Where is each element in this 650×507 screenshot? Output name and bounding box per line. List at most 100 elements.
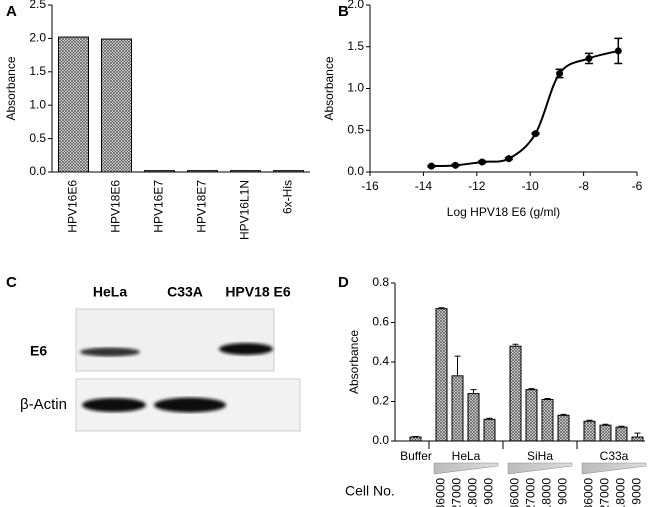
x-tick-label: 9000	[482, 478, 496, 505]
band	[82, 398, 146, 412]
y-tick-label: 0.0	[372, 433, 389, 447]
point	[451, 161, 459, 169]
point	[556, 69, 564, 77]
point	[505, 155, 513, 163]
point	[614, 47, 622, 55]
fit-curve	[431, 49, 619, 168]
x-tick-label: 27000	[598, 478, 612, 507]
y-tick-label: 1.5	[29, 64, 46, 78]
panel-label: C	[6, 274, 17, 291]
membrane	[75, 308, 275, 372]
y-tick-label: 0.5	[29, 131, 46, 145]
bar	[509, 345, 522, 442]
error-bar	[438, 307, 445, 309]
x-tick-label: -14	[415, 179, 433, 193]
x-tick-label: 6x-His	[281, 180, 295, 214]
bar	[599, 424, 612, 442]
bar	[541, 399, 554, 442]
x-tick-label: 36000	[582, 478, 596, 507]
x-tick-label: 36000	[508, 478, 522, 507]
band	[80, 347, 140, 357]
x-tick-label: -12	[468, 179, 486, 193]
bar	[435, 308, 448, 442]
bar	[483, 418, 496, 442]
x-tick-label: HPV16L1N	[238, 180, 252, 240]
error-bar	[618, 425, 625, 428]
bar	[230, 170, 261, 173]
y-tick-label: 2.0	[347, 0, 364, 11]
y-tick-label: 2.0	[29, 31, 46, 45]
x-tick-label: 9000	[630, 478, 644, 505]
y-tick-label: 1.5	[347, 39, 364, 53]
row-label: β-Actin	[20, 396, 67, 413]
bar	[144, 170, 175, 173]
row-label: E6	[30, 343, 47, 359]
panel-label: B	[338, 3, 349, 20]
point	[585, 54, 593, 62]
x-axis-title: Cell No.	[345, 483, 395, 499]
bar	[58, 36, 89, 173]
x-tick-label: 18000	[466, 478, 480, 507]
x-tick-label: -6	[632, 179, 643, 193]
bar	[409, 436, 422, 442]
bar	[101, 38, 132, 173]
x-tick-label: HPV18E6	[109, 180, 123, 233]
x-tick-label: -16	[361, 179, 379, 193]
group-label: Buffer	[400, 449, 432, 463]
wedge	[581, 462, 647, 475]
x-tick-label: 27000	[524, 478, 538, 507]
bar	[273, 170, 304, 173]
lane-label: HeLa	[93, 284, 127, 300]
y-axis-title: Absorbance	[322, 56, 336, 120]
x-tick-label: HPV16E6	[66, 180, 80, 233]
y-axis-title: Absorbance	[347, 330, 361, 394]
y-axis-title: Absorbance	[4, 56, 18, 120]
x-tick-label: 18000	[540, 478, 554, 507]
x-tick-label: 36000	[434, 478, 448, 507]
y-tick-label: 0.4	[372, 354, 389, 368]
x-tick-label: -10	[522, 179, 540, 193]
band	[154, 397, 226, 413]
wedge	[507, 462, 573, 475]
y-tick-label: 0.8	[372, 275, 389, 289]
error-bar	[512, 343, 519, 347]
lane-label: C33A	[167, 284, 203, 300]
bar	[615, 426, 628, 442]
panel-label: A	[6, 3, 17, 20]
y-tick-label: 1.0	[29, 97, 46, 111]
point	[478, 158, 486, 166]
wedge	[433, 462, 499, 475]
group-label: SiHa	[527, 449, 553, 463]
x-axis-title: Log HPV18 E6 (g/ml)	[447, 205, 560, 219]
y-tick-label: 0.6	[372, 315, 389, 329]
error-bar	[634, 432, 641, 438]
error-bar	[412, 435, 419, 438]
error-bar	[560, 413, 567, 416]
error-bar	[544, 398, 551, 400]
group-label: HeLa	[452, 449, 481, 463]
x-tick-label: 18000	[614, 478, 628, 507]
bar	[583, 420, 596, 442]
point	[427, 162, 435, 170]
blot: C HeLa C33A HPV18 E6 E6 β-Actin	[6, 274, 301, 432]
y-tick-label: 0.0	[347, 164, 364, 178]
lane-label: HPV18 E6	[225, 284, 291, 300]
y-tick-label: 0.2	[372, 394, 389, 408]
x-tick-label: HPV18E7	[195, 180, 209, 233]
band	[219, 343, 273, 355]
point	[532, 130, 540, 138]
error-bar	[486, 417, 493, 420]
bar	[187, 170, 218, 173]
x-tick-label: HPV16E7	[152, 180, 166, 233]
y-tick-label: 1.0	[347, 81, 364, 95]
x-tick-label: 9000	[556, 478, 570, 505]
error-bar	[454, 355, 461, 376]
y-tick-label: 2.5	[29, 0, 46, 11]
error-bar	[602, 423, 609, 426]
bar	[631, 436, 644, 442]
y-tick-label: 0.5	[347, 122, 364, 136]
x-tick-label: 27000	[450, 478, 464, 507]
panel-label: D	[338, 274, 349, 291]
